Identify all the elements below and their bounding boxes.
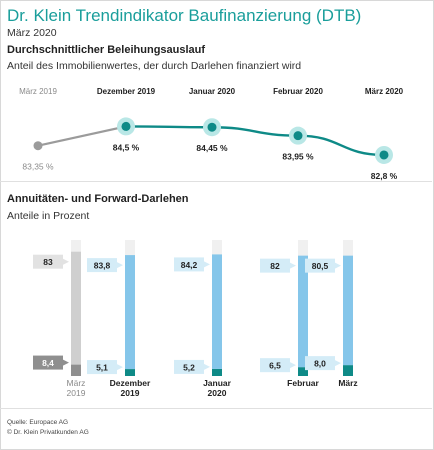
line-category-label: Januar 2020 — [189, 87, 236, 96]
bar-category-label: Dezember — [110, 378, 151, 388]
line-point — [121, 121, 131, 131]
bar-value-label-low: 6,5 — [269, 361, 281, 371]
bar-value-label-low: 5,2 — [183, 362, 195, 372]
bar-value-label-low: 8,0 — [314, 359, 326, 369]
line-segment-past — [37, 125, 127, 147]
bar-label-box-high — [305, 258, 335, 273]
line-category-label: Dezember 2019 — [97, 87, 156, 96]
bar-label-pointer-high — [290, 262, 296, 269]
bar-label-pointer-low — [63, 359, 69, 366]
bar-value-label-high: 83,8 — [94, 261, 111, 271]
bar-label-pointer-high — [117, 262, 123, 269]
bar-segment-low — [125, 369, 135, 376]
line-value-label: 84,45 % — [196, 143, 228, 153]
line-point — [207, 122, 217, 132]
line-category-label: März 2020 — [365, 87, 404, 96]
line-value-label: 83,35 % — [22, 162, 54, 172]
bar-segment-high — [212, 254, 222, 369]
bar-value-label-low: 5,1 — [96, 363, 108, 373]
bar-segment-low — [71, 364, 81, 376]
bar-label-pointer-low — [117, 364, 123, 371]
bar-value-label-low: 8,4 — [42, 358, 54, 368]
line-category-label: Februar 2020 — [273, 87, 323, 96]
bar-category-label: März — [67, 378, 86, 388]
bar-label-box-high — [33, 254, 63, 269]
line-point — [33, 141, 43, 151]
line-point — [293, 131, 303, 141]
bar-category-label: 2020 — [208, 388, 227, 398]
bar-value-label-high: 82 — [270, 261, 280, 271]
bar-label-box-high — [174, 257, 204, 272]
page-title: Dr. Klein Trendindikator Baufinanzierung… — [7, 6, 362, 25]
bar-label-box-low — [87, 360, 117, 375]
line-value-label: 84,5 % — [113, 142, 140, 152]
bar-label-box-low — [305, 356, 335, 371]
line-series — [125, 125, 385, 157]
line-chart-subtitle: Anteil des Immobilienwertes, der durch D… — [7, 60, 302, 72]
line-value-label: 83,95 % — [282, 152, 314, 162]
bar-label-box-low — [174, 359, 204, 374]
bar-segment-low — [343, 365, 353, 376]
bar-segment-high — [125, 255, 135, 370]
bar-chart-title: Annuitäten- und Forward-Darlehen — [7, 193, 189, 205]
bar-label-box-high — [260, 258, 290, 273]
bar-category-label: 2019 — [121, 388, 140, 398]
bar-label-box-high — [87, 258, 117, 273]
bar-label-box-low — [260, 358, 290, 373]
bar-segment-low — [212, 368, 222, 376]
line-category-label: März 2019 — [19, 87, 57, 96]
bar-label-pointer-high — [63, 258, 69, 265]
footer-divider — [0, 408, 432, 409]
bar-category-label: Februar — [287, 378, 319, 388]
bar-value-label-high: 83 — [43, 257, 53, 267]
bar-chart-subtitle: Anteile in Prozent — [7, 210, 90, 222]
line-value-label: 82,8 % — [371, 171, 398, 181]
bar-label-pointer-low — [290, 362, 296, 369]
bar-label-pointer-low — [335, 360, 341, 367]
bar-category-label: 2019 — [67, 388, 86, 398]
line-chart-title: Durchschnittlicher Beleihungsauslauf — [7, 44, 206, 56]
bar-value-label-high: 80,5 — [312, 261, 329, 271]
page-subtitle: März 2020 — [7, 27, 57, 39]
bar-category-label: März — [338, 378, 357, 388]
bar-label-pointer-high — [335, 262, 341, 269]
bar-segment-high — [343, 255, 353, 366]
bar-segment-high — [71, 251, 81, 365]
bar-label-box-low — [33, 355, 63, 370]
bar-label-pointer-low — [204, 363, 210, 370]
section-divider — [0, 181, 432, 182]
bar-segment-high — [298, 255, 308, 368]
copyright-note: © Dr. Klein Privatkunden AG — [7, 429, 89, 436]
source-note: Quelle: Europace AG — [7, 419, 69, 426]
bar-segment-low — [298, 367, 308, 376]
line-point — [379, 150, 389, 160]
bar-value-label-high: 84,2 — [181, 260, 198, 270]
bar-label-pointer-high — [204, 261, 210, 268]
bar-category-label: Januar — [203, 378, 232, 388]
